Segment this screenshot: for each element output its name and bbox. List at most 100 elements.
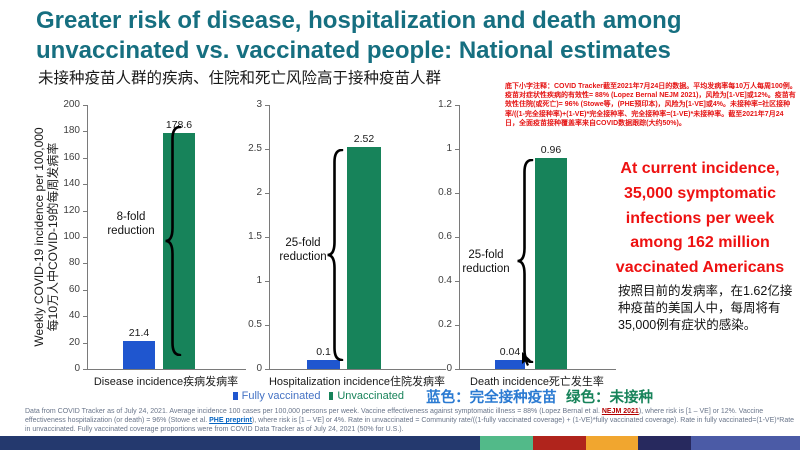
y-tick-mark bbox=[455, 369, 459, 370]
page-title: Greater risk of disease, hospitalization… bbox=[36, 6, 781, 66]
y-tick-label: 1 bbox=[446, 143, 452, 154]
bar-unvaccinated bbox=[535, 157, 567, 369]
top-note-zh: 底下小字注释：COVID Tracker截至2021年7月24日的数据。平均发病… bbox=[505, 83, 797, 127]
y-tick-label: 1 bbox=[256, 275, 262, 286]
y-tick-mark bbox=[455, 149, 459, 150]
y-tick-mark bbox=[265, 369, 269, 370]
y-tick-label: 40 bbox=[68, 310, 80, 322]
y-tick-label: 100 bbox=[63, 231, 80, 242]
footnote-part3: ), where risk is [1 – VE] or 4%. Rate in… bbox=[25, 417, 795, 434]
footnote-part2: ), where risk is [1 – VE] or 12%. Vaccin… bbox=[25, 408, 764, 425]
x-axis-label: Death incidence死亡发生率 bbox=[470, 376, 604, 388]
y-tick-mark bbox=[83, 289, 87, 291]
y-tick-label: 1.5 bbox=[248, 231, 262, 242]
reduction-annotation: 25-fold reduction bbox=[462, 249, 510, 276]
bar-value-label: 2.52 bbox=[353, 133, 375, 146]
bar-fully-vaccinated bbox=[495, 360, 525, 369]
y-tick-label: 0.8 bbox=[438, 187, 452, 198]
mouse-cursor-icon bbox=[522, 352, 531, 366]
brace-icon bbox=[517, 159, 534, 363]
bar-value-label: 0.96 bbox=[540, 143, 562, 156]
legend-swatch-unvaccinated bbox=[328, 392, 334, 400]
brace-icon bbox=[327, 149, 344, 361]
bar-unvaccinated bbox=[163, 133, 195, 369]
y-tick-mark bbox=[455, 105, 459, 106]
x-axis-label: Disease incidence疾病发病率 bbox=[93, 376, 239, 388]
y-tick-mark bbox=[83, 316, 87, 318]
y-tick-label: 180 bbox=[63, 125, 80, 137]
y-tick-label: 80 bbox=[68, 257, 80, 269]
bottom-bar-segment bbox=[586, 436, 638, 450]
y-tick-mark bbox=[265, 105, 269, 106]
y-tick-mark bbox=[83, 263, 87, 265]
y-tick-label: 0.5 bbox=[248, 319, 262, 330]
y-tick-label: 2.5 bbox=[248, 143, 262, 154]
y-tick-label: 140 bbox=[63, 178, 80, 190]
legend-label-zh-green: 绿色：未接种 bbox=[565, 389, 653, 406]
chart-death-incidence bbox=[459, 105, 616, 370]
y-tick-label: 0 bbox=[256, 363, 262, 374]
bar-value-label: 0.04 bbox=[499, 346, 521, 359]
y-tick-mark bbox=[265, 237, 269, 238]
y-tick-mark bbox=[265, 193, 269, 194]
bar-fully-vaccinated bbox=[123, 340, 155, 369]
bar-value-label: 0.1 bbox=[316, 346, 331, 359]
chart-disease-incidence bbox=[87, 105, 246, 370]
y-tick-mark bbox=[83, 342, 87, 344]
legend-label-zh-blue: 蓝色：完全接种疫苗 bbox=[426, 389, 557, 406]
y-tick-label: 160 bbox=[63, 151, 80, 163]
y-tick-mark bbox=[83, 369, 87, 370]
bar-value-label: 178.6 bbox=[165, 119, 193, 132]
y-tick-label: 0.2 bbox=[438, 319, 452, 330]
y-tick-mark bbox=[455, 281, 459, 282]
y-tick-label: 1.2 bbox=[438, 99, 452, 110]
subtitle-zh: 未接种疫苗人群的疾病、住院和死亡风险高于接种疫苗人群 bbox=[38, 70, 442, 87]
y-tick-mark bbox=[83, 184, 87, 186]
nejm-2021-link[interactable]: NEJM 2021 bbox=[601, 408, 639, 415]
page-title-line2: unvaccinated vs. vaccinated people: Nati… bbox=[36, 37, 671, 64]
bottom-bar-segment bbox=[480, 436, 533, 450]
footnote-part1: Data from COVID Tracker as of July 24, 2… bbox=[25, 408, 602, 415]
y-tick-label: 200 bbox=[63, 99, 80, 110]
reduction-annotation: 25-fold reduction bbox=[279, 237, 327, 264]
y-tick-label: 0 bbox=[74, 363, 80, 374]
callout-text-zh: 按照目前的发病率，在1.62亿接种疫苗的美国人中，每周将有35,000例有症状的… bbox=[618, 284, 793, 332]
chart-hospitalization-incidence bbox=[269, 105, 446, 370]
y-tick-mark bbox=[83, 237, 87, 238]
y-tick-label: 0.6 bbox=[438, 231, 452, 242]
bottom-bar-segment bbox=[533, 436, 586, 450]
y-tick-label: 0.4 bbox=[438, 275, 452, 286]
page-title-line1: Greater risk of disease, hospitalization… bbox=[36, 7, 682, 34]
bar-fully-vaccinated bbox=[307, 360, 340, 369]
reduction-annotation: 8-fold reduction bbox=[107, 211, 155, 238]
legend-swatch-fully-vaccinated bbox=[233, 392, 238, 400]
bar-value-label: 21.4 bbox=[128, 326, 150, 339]
y-tick-mark bbox=[455, 193, 459, 194]
y-tick-label: 2 bbox=[256, 187, 262, 198]
phe-preprint-link[interactable]: PHE preprint bbox=[209, 417, 252, 425]
y-tick-label: 120 bbox=[63, 204, 80, 216]
y-tick-mark bbox=[83, 131, 87, 133]
bar-unvaccinated bbox=[347, 147, 381, 369]
y-tick-mark bbox=[455, 325, 459, 326]
bottom-bar-segment bbox=[691, 436, 800, 450]
y-tick-mark bbox=[83, 105, 87, 106]
bottom-bar-segment bbox=[638, 436, 691, 450]
y-tick-mark bbox=[265, 281, 269, 282]
y-tick-mark bbox=[265, 325, 269, 326]
y-axis-label: Weekly COVID-19 incidence per 100,000 每10… bbox=[32, 127, 60, 347]
callout-text-en: At current incidence, 35,000 symptomatic… bbox=[615, 160, 785, 277]
footnote: Data from COVID Tracker as of July 24, 2… bbox=[25, 407, 795, 435]
y-tick-mark bbox=[265, 149, 269, 150]
chart-legend: Fully vaccinated Unvaccinated 蓝色：完全接种疫苗 … bbox=[233, 386, 653, 406]
y-tick-label: 3 bbox=[256, 99, 262, 110]
y-tick-label: 0 bbox=[446, 363, 452, 374]
y-tick-mark bbox=[83, 210, 87, 212]
legend-label-fully-vaccinated: Fully vaccinated bbox=[241, 390, 321, 402]
y-tick-label: 60 bbox=[68, 283, 80, 295]
bottom-color-bar bbox=[0, 436, 800, 450]
y-tick-label: 20 bbox=[68, 336, 80, 348]
y-tick-mark bbox=[455, 237, 459, 238]
brace-icon bbox=[165, 126, 182, 356]
